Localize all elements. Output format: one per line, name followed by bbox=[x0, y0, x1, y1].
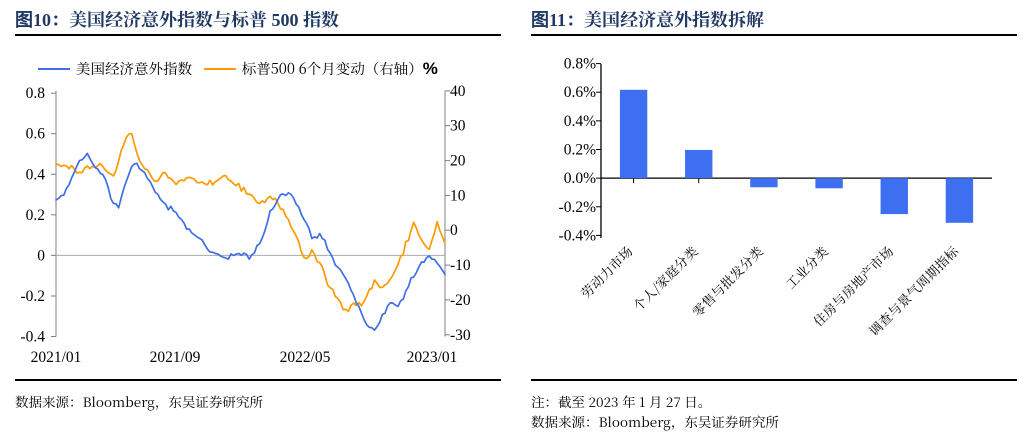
svg-text:0.2%: 0.2% bbox=[564, 142, 596, 159]
svg-text:40: 40 bbox=[450, 83, 466, 100]
svg-text:10: 10 bbox=[450, 187, 466, 204]
svg-text:-10: -10 bbox=[450, 257, 471, 274]
svg-text:-0.2%: -0.2% bbox=[559, 199, 597, 216]
svg-text:0: 0 bbox=[450, 222, 458, 239]
svg-text:2021/01: 2021/01 bbox=[31, 349, 82, 366]
svg-text:0.2: 0.2 bbox=[26, 207, 45, 224]
svg-text:0.8: 0.8 bbox=[26, 85, 46, 102]
svg-text:工业分类: 工业分类 bbox=[781, 241, 832, 292]
svg-text:0.6: 0.6 bbox=[26, 126, 46, 143]
svg-text:-0.4: -0.4 bbox=[20, 329, 45, 346]
svg-text:-20: -20 bbox=[450, 292, 471, 309]
svg-text:-0.2: -0.2 bbox=[20, 288, 45, 305]
svg-text:劳动力市场: 劳动力市场 bbox=[576, 241, 636, 301]
svg-text:20: 20 bbox=[450, 153, 466, 170]
svg-text:0.4: 0.4 bbox=[26, 166, 46, 183]
svg-text:2023/01: 2023/01 bbox=[407, 349, 458, 366]
svg-text:0.6%: 0.6% bbox=[564, 84, 596, 101]
svg-text:0: 0 bbox=[37, 247, 45, 264]
svg-text:-30: -30 bbox=[450, 327, 471, 344]
svg-text:0.4%: 0.4% bbox=[564, 113, 596, 130]
svg-text:0.8%: 0.8% bbox=[564, 56, 596, 73]
svg-text:-0.4%: -0.4% bbox=[559, 227, 597, 244]
svg-text:2022/05: 2022/05 bbox=[280, 349, 331, 366]
svg-text:2021/09: 2021/09 bbox=[150, 349, 201, 366]
svg-text:0.0%: 0.0% bbox=[564, 170, 596, 187]
svg-text:30: 30 bbox=[450, 118, 466, 135]
